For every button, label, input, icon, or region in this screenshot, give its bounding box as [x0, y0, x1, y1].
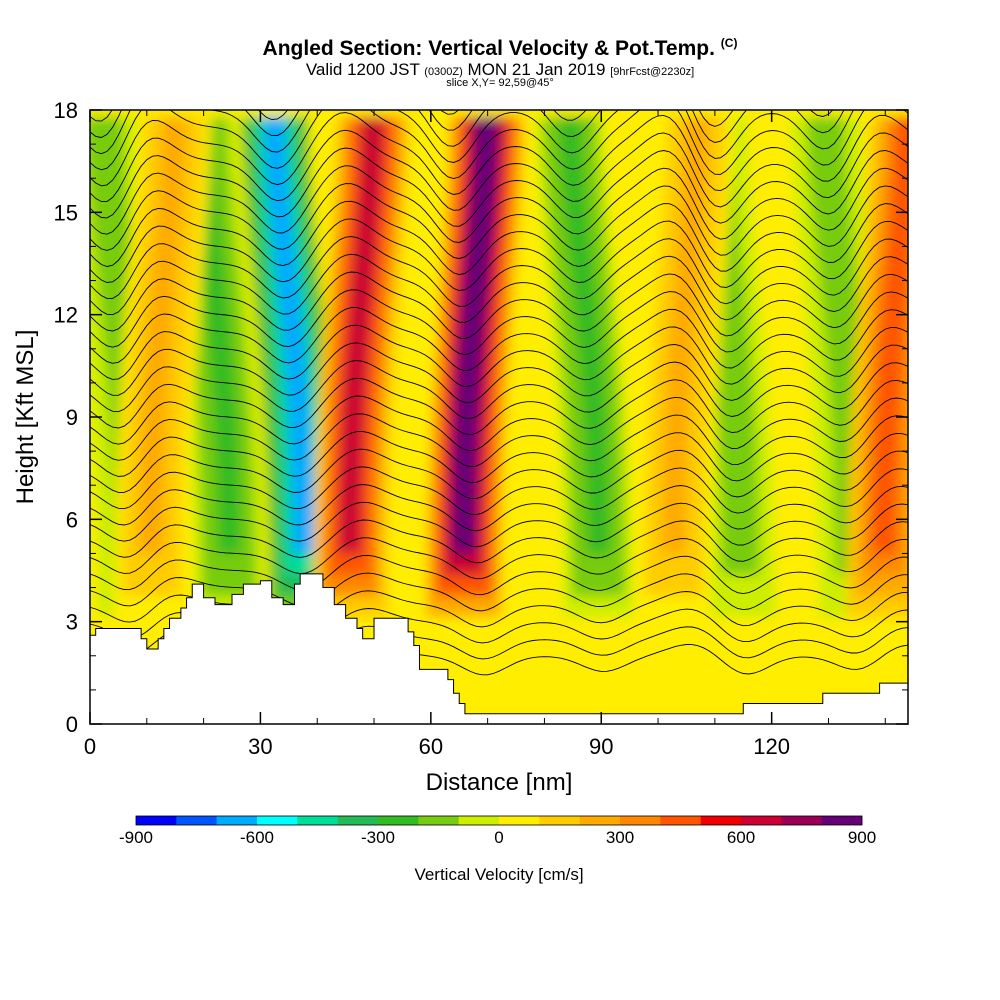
colorbar-segment — [257, 816, 298, 825]
isentrope-contour — [440, 110, 717, 115]
colorbar-tick-label: 300 — [606, 828, 634, 847]
isentrope-contour — [90, 537, 908, 580]
x-tick-label: 30 — [248, 734, 272, 759]
x-tick-label: 90 — [589, 734, 613, 759]
isentrope-contour — [90, 342, 908, 403]
terrain — [90, 573, 908, 724]
axes: 0 30 60 90 120 0 3 6 9 12 15 18 — [54, 98, 908, 759]
colorbar-tick-label: -300 — [361, 828, 395, 847]
isentrope-contour — [90, 289, 908, 356]
isentrope-contour — [90, 324, 908, 388]
isentrope-contour — [90, 572, 908, 612]
isentrope-contour — [90, 271, 908, 340]
y-tick-label: 0 — [66, 712, 78, 737]
colorbar-segment — [378, 816, 419, 825]
colorbar-tick-label: 600 — [727, 828, 755, 847]
subtitle-fcst: [9hrFcst@2230z] — [610, 66, 695, 78]
y-axis-title: Height [Kft MSL] — [12, 330, 39, 505]
isentrope-contour — [90, 448, 908, 500]
isentrope-contour — [90, 110, 908, 179]
y-tick-label: 6 — [66, 507, 78, 532]
isentrope-contour — [90, 200, 908, 276]
colorbar-segment — [297, 816, 338, 825]
colorbar-segment — [337, 816, 379, 825]
colorbar-segment — [620, 816, 661, 825]
isentrope-contour — [90, 236, 908, 307]
isentrope-contour — [90, 554, 908, 596]
isentrope-contour — [90, 360, 908, 420]
colorbar-segment — [741, 816, 782, 825]
colorbar-frame — [135, 815, 863, 826]
subtitle-utc: (0300Z) — [424, 66, 463, 78]
colorbar-segment — [418, 816, 459, 825]
velocity-core-7-level — [338, 116, 385, 554]
colorbar-segment — [700, 816, 742, 825]
colorbar-title: Vertical Velocity [cm/s] — [414, 865, 583, 884]
slice-label: slice X,Y= 92,59@45° — [446, 77, 554, 89]
isentrope-contour — [90, 112, 908, 195]
isentrope-contour — [90, 519, 908, 564]
terrain-mask — [90, 573, 908, 724]
colorbar-tick-label: 900 — [848, 828, 876, 847]
title-unit: (C) — [720, 36, 738, 50]
colorbar-segment — [579, 816, 621, 825]
isentrope-contour — [90, 218, 908, 291]
y-tick-label: 15 — [54, 200, 78, 225]
x-tick-label: 0 — [84, 734, 96, 759]
colorbar: -900 -600 -300 0 300 600 900 — [119, 815, 876, 847]
isentrope-contour — [90, 431, 908, 484]
isentrope-contour — [90, 484, 908, 532]
isentrope-contour — [90, 395, 908, 452]
y-tick-label: 3 — [66, 610, 78, 635]
y-tick-label: 12 — [54, 303, 78, 328]
velocity-core-2-level — [263, 116, 315, 554]
colorbar-segment — [176, 816, 217, 825]
isentrope-contour — [90, 253, 908, 323]
colorbar-segment — [539, 816, 580, 825]
colorbar-segment — [458, 816, 500, 825]
isentrope-contour — [90, 129, 908, 211]
velocity-core-6-level — [139, 116, 187, 554]
y-tick-label: 18 — [54, 98, 78, 123]
chart-subtitle: Valid 1200 JST (0300Z) MON 21 Jan 2019 [… — [305, 60, 695, 79]
colorbar-tick-label: 0 — [494, 828, 503, 847]
velocity-core-10-level — [872, 116, 908, 554]
x-axis-title: Distance [nm] — [426, 769, 573, 796]
isentrope-contour — [90, 413, 908, 468]
velocity-core-8-level — [451, 116, 499, 554]
colorbar-segment — [499, 816, 540, 825]
velocity-core-9-level — [662, 116, 709, 554]
y-tick-label: 9 — [66, 405, 78, 430]
velocity-core-3-level — [558, 116, 610, 554]
plot-area — [90, 110, 908, 724]
x-tick-label: 60 — [419, 734, 443, 759]
isentrope-contour — [90, 307, 908, 372]
isentrope-contour — [90, 377, 908, 436]
isentrope-contour — [90, 590, 908, 628]
colorbar-tick-label: -600 — [240, 828, 274, 847]
isentrope-contour — [90, 147, 908, 227]
isentrope-contour — [90, 183, 908, 260]
colorbar-segment — [136, 816, 177, 825]
isentrope-contour — [90, 501, 908, 548]
isentrope-contour — [90, 165, 908, 243]
x-tick-label: 120 — [753, 734, 790, 759]
colorbar-segment — [660, 816, 701, 825]
isentrope-contour — [90, 466, 908, 516]
colorbar-tick-label: -900 — [119, 828, 153, 847]
colorbar-segment — [821, 816, 863, 825]
colorbar-segment — [216, 816, 258, 825]
colorbar-segment — [781, 816, 822, 825]
chart-title: Angled Section: Vertical Velocity & Pot.… — [262, 36, 738, 60]
